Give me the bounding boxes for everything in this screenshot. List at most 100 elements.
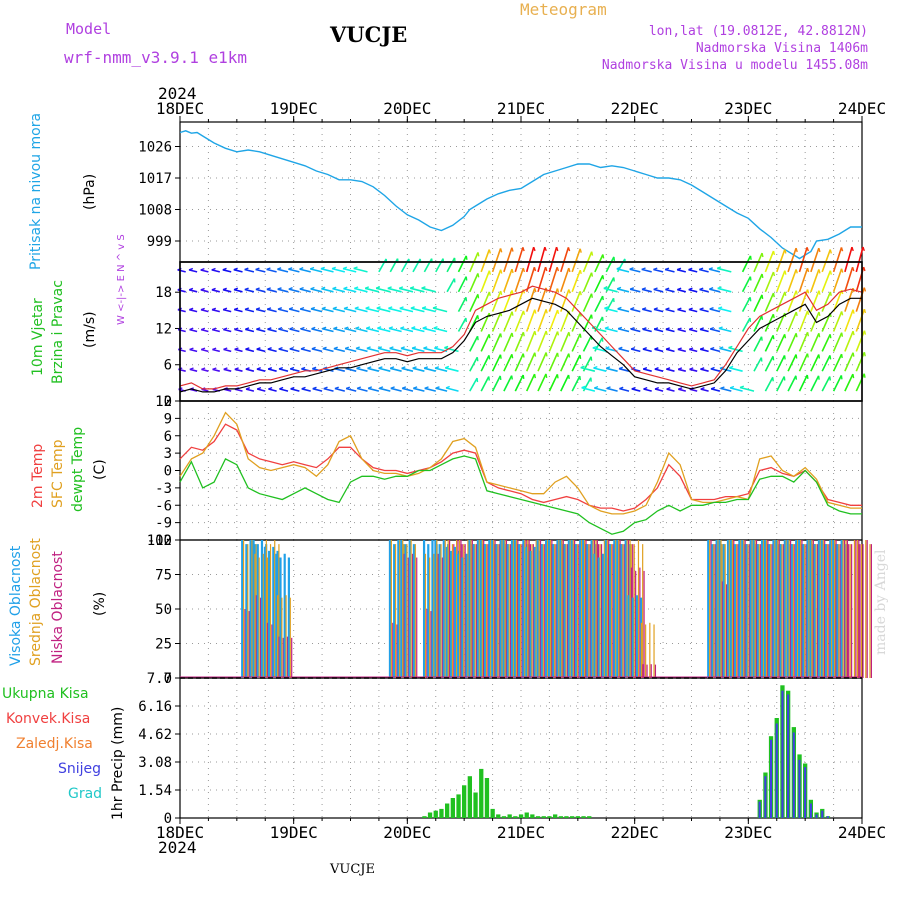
wind-arrow	[491, 333, 502, 352]
wind-arrow	[630, 328, 641, 333]
wind-arrow	[411, 327, 425, 333]
wind-arrow-head	[783, 376, 786, 381]
precip-total-bar	[547, 816, 552, 818]
wind-arrow-head	[568, 353, 571, 358]
wind-arrow	[718, 307, 732, 313]
wind-arrow	[630, 348, 641, 353]
wind-arrow-head	[268, 386, 273, 390]
wind-arrow-head	[862, 246, 865, 252]
wind-arrow-head	[410, 306, 415, 309]
wind-arrow-head	[676, 267, 682, 271]
wind-arrow	[503, 247, 513, 273]
temp2m-line	[179, 423, 862, 512]
wind-arrow-head	[413, 386, 418, 389]
wind-arrow-head	[556, 374, 559, 379]
wind-arrow	[525, 246, 535, 273]
wind-arrow-head	[545, 352, 548, 357]
precip-total-bar	[501, 816, 507, 818]
x-label-bottom: 23DEC	[724, 823, 772, 842]
wind-arrow	[525, 373, 536, 392]
wind-arrow-head	[545, 373, 548, 379]
wind-arrow	[389, 347, 402, 353]
wind-arrow-head	[604, 326, 609, 329]
wind-arrow-head	[444, 365, 450, 369]
wind-arrow	[344, 347, 357, 353]
panel-frame-4	[179, 677, 863, 819]
wind-arrow-head	[664, 267, 670, 271]
wind-arrow	[491, 269, 502, 293]
wind-arrow	[244, 308, 255, 313]
wind-arrow-head	[863, 266, 866, 272]
wind-arrow-head	[411, 326, 416, 329]
wind-arrow-head	[603, 286, 608, 289]
wind-arrow-head	[488, 312, 491, 318]
wind-arrow	[764, 271, 775, 293]
wind-arrow	[654, 348, 664, 353]
wind-arrow	[604, 307, 618, 313]
wind-arrow-head	[322, 326, 327, 330]
wind-arrow-head	[256, 386, 262, 390]
wind-arrow-head	[710, 346, 715, 350]
precip-total-bar	[490, 808, 495, 818]
wind-arrow	[223, 348, 232, 353]
wind-arrow-head	[333, 346, 338, 350]
wind-arrow	[571, 333, 581, 352]
wind-arrow-head	[784, 270, 787, 275]
wind-arrow-head	[310, 306, 316, 310]
wind-arrow	[832, 375, 843, 392]
wind-arrow-head	[465, 297, 468, 302]
wind-arrow-head	[619, 386, 624, 390]
wind-arrow	[411, 347, 425, 353]
wind-arrow	[832, 311, 843, 332]
wind-arrow-head	[323, 386, 328, 390]
wind-arrow	[764, 355, 774, 372]
wind-arrow	[700, 368, 709, 372]
wind-arrow-head	[717, 286, 722, 289]
wind-arrow	[268, 388, 277, 392]
y-tick-label: 3	[164, 446, 172, 462]
wind-arrow-head	[522, 310, 526, 315]
wind-arrow	[537, 352, 547, 372]
wind-arrow-head	[568, 289, 571, 294]
wind-arrow-head	[568, 267, 571, 273]
wind-arrow	[256, 348, 266, 353]
wind-arrow	[200, 269, 209, 273]
wind-arrow-head	[544, 266, 548, 272]
wind-arrow	[321, 307, 334, 313]
wind-arrow	[618, 347, 630, 353]
precip-total-bar	[479, 768, 484, 818]
wind-arrow-head	[189, 327, 194, 331]
wind-arrow	[592, 347, 607, 353]
wind-arrow	[688, 328, 698, 333]
wind-arrow	[189, 348, 198, 353]
wind-arrow-head	[784, 249, 787, 254]
wind-arrow	[643, 388, 652, 392]
wind-arrow-head	[266, 267, 271, 271]
y-tick-label: 9	[164, 411, 172, 427]
wind-arrow-head	[245, 367, 250, 370]
wind-arrow-head	[332, 306, 337, 310]
wind-arrow	[798, 310, 809, 332]
wind-arrow	[689, 348, 698, 353]
precip-total-bar	[575, 816, 580, 818]
wind-arrow-head	[817, 375, 820, 380]
wind-arrow-head	[342, 266, 348, 270]
wind-arrow	[399, 287, 414, 293]
wind-arrow	[688, 268, 698, 273]
precip-total-bar	[535, 816, 541, 818]
wind-arrow-head	[365, 306, 370, 309]
x-label-top: 22DEC	[611, 99, 659, 118]
wind-arrow	[189, 368, 198, 372]
wind-arrow	[177, 289, 186, 293]
wind-arrow-head	[601, 316, 604, 321]
wind-arrow-head	[311, 346, 316, 350]
wind-arrow	[525, 287, 536, 312]
y-tick-label: 1026	[138, 140, 172, 156]
wind-arrow	[457, 255, 468, 273]
wind-arrow-head	[795, 247, 798, 253]
wind-arrow-head	[602, 275, 605, 280]
wind-arrow-head	[301, 386, 306, 390]
wind-arrow	[310, 268, 323, 273]
wind-arrow-head	[665, 327, 670, 330]
precip-total-bar	[473, 792, 478, 818]
